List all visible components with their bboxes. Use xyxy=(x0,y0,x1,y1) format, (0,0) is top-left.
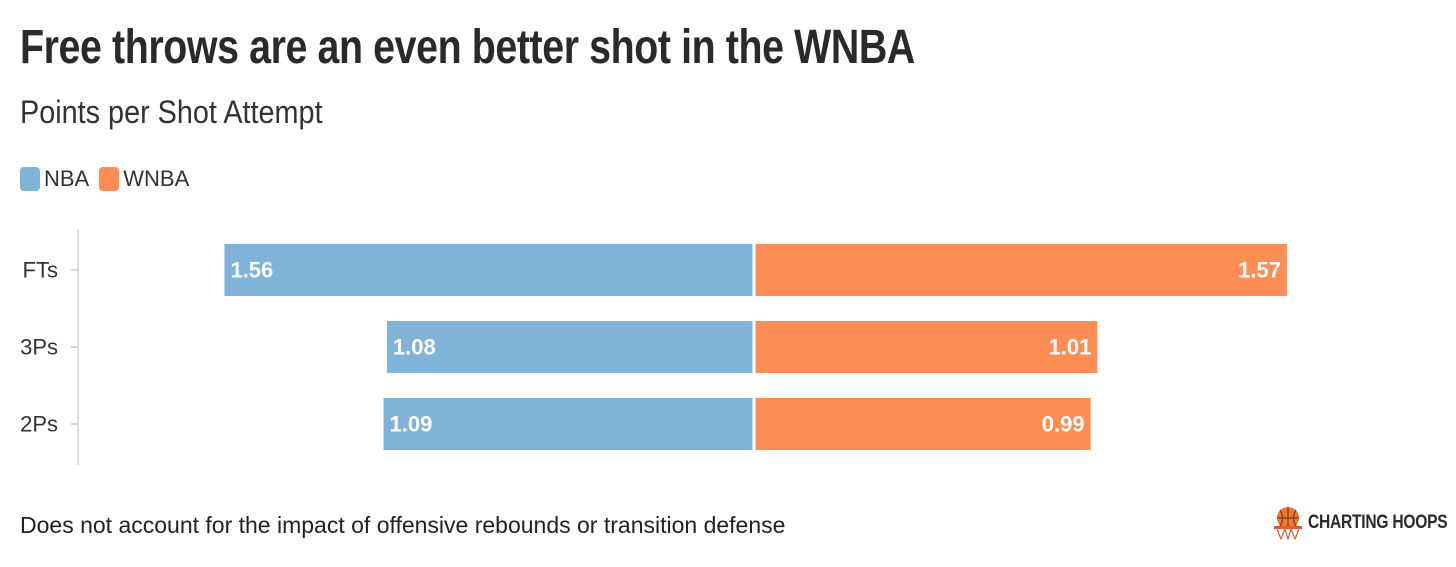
legend-item-wnba: WNBA xyxy=(99,166,189,192)
bar-nba xyxy=(224,244,753,296)
chart-subtitle: Points per Shot Attempt xyxy=(20,94,323,130)
brand-logo: CHARTING HOOPS xyxy=(1272,506,1456,540)
bar-wnba xyxy=(755,321,1098,373)
brand-logo-text: CHARTING HOOPS xyxy=(1308,512,1448,533)
bar-chart: FTs 1.56 1.57 3Ps 1.08 1.01 2Ps 1.09 0.99 xyxy=(20,230,1287,465)
data-label-nba: 1.56 xyxy=(230,258,273,283)
legend-label-nba: NBA xyxy=(44,166,90,191)
data-label-nba: 1.09 xyxy=(390,412,433,437)
legend-item-nba: NBA xyxy=(20,166,89,192)
y-tick-label: 3Ps xyxy=(20,335,58,360)
data-label-nba: 1.08 xyxy=(393,335,436,360)
bar-nba xyxy=(386,321,753,373)
bar-wnba xyxy=(755,398,1091,450)
chart-title: Free throws are an even better shot in t… xyxy=(20,21,915,74)
legend-swatch-nba xyxy=(20,167,40,191)
y-tick-label: 2Ps xyxy=(20,412,58,437)
data-label-wnba: 0.99 xyxy=(1042,412,1085,437)
basketball-hoop-icon xyxy=(1274,507,1302,540)
bar-wnba xyxy=(755,244,1287,296)
data-label-wnba: 1.01 xyxy=(1049,335,1092,360)
data-label-wnba: 1.57 xyxy=(1238,258,1281,283)
legend-swatch-wnba xyxy=(99,167,120,191)
footnote: Does not account for the impact of offen… xyxy=(20,512,786,538)
legend-label-wnba: WNBA xyxy=(123,166,190,191)
bar-nba xyxy=(383,398,753,450)
y-tick-label: FTs xyxy=(23,258,58,283)
legend: NBA WNBA xyxy=(20,166,199,192)
